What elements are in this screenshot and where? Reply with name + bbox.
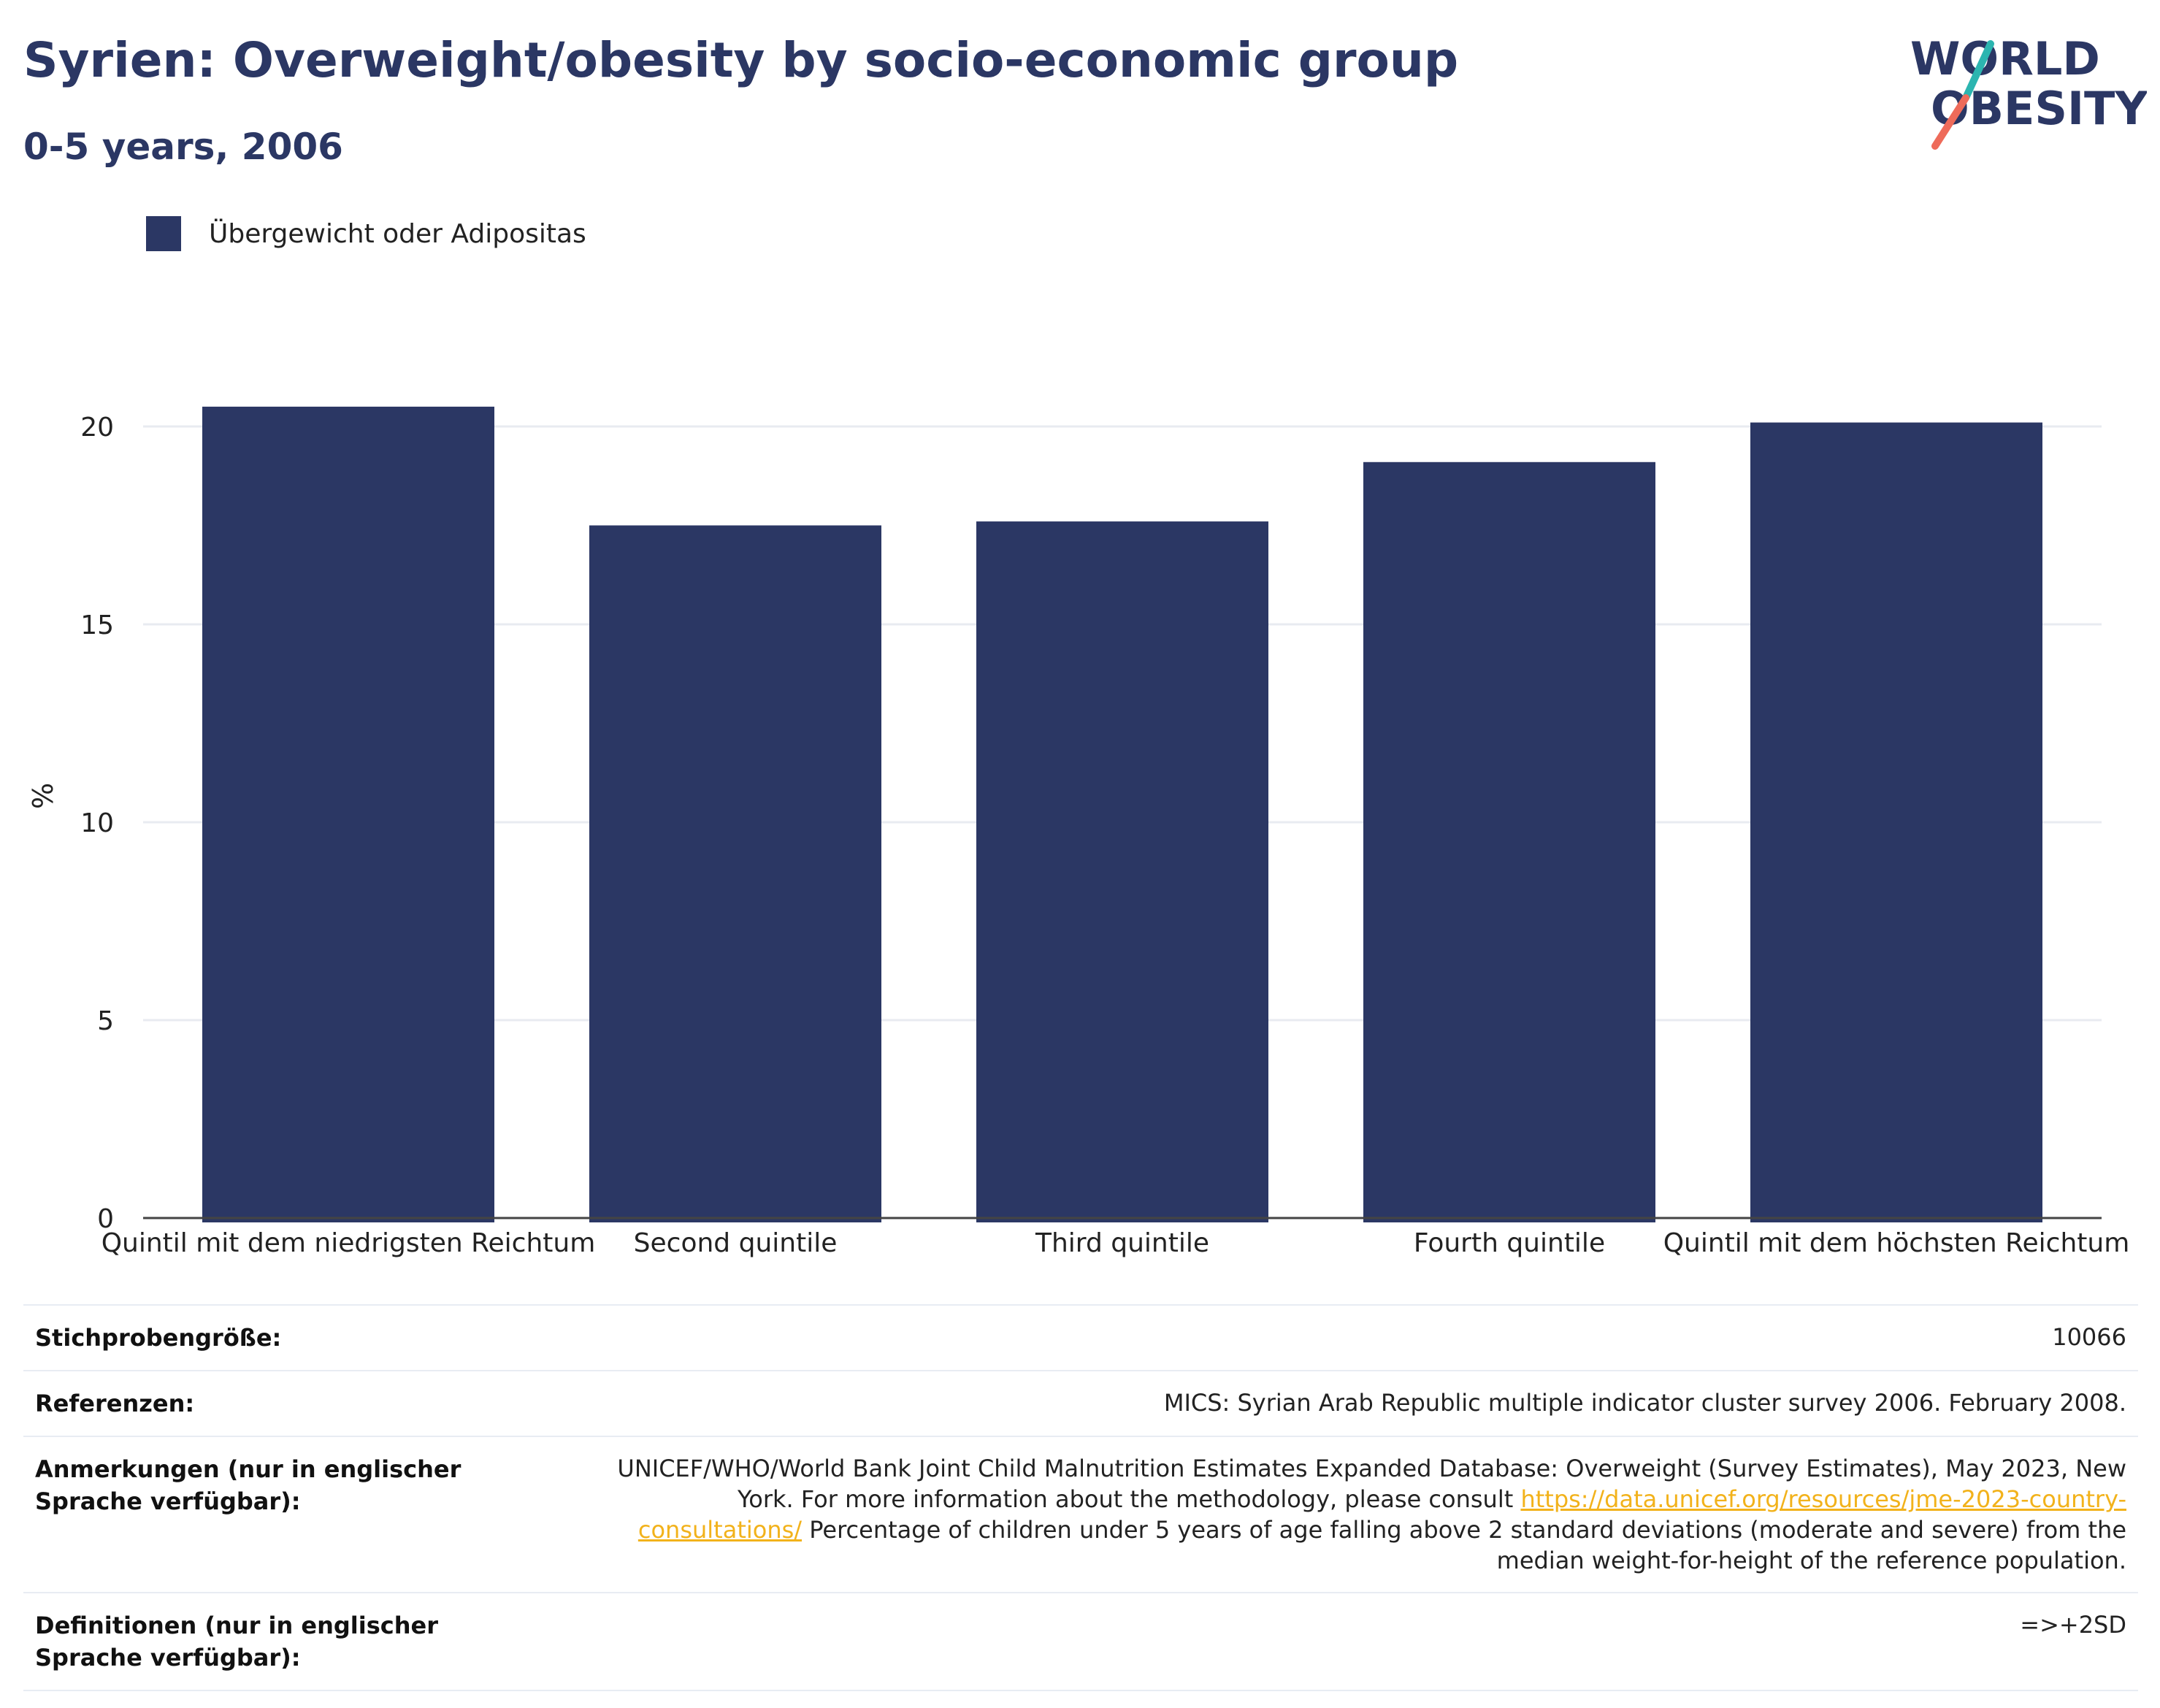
bar[interactable] (1750, 422, 2042, 1222)
legend-swatch (146, 216, 181, 251)
y-tick-labels: 0 5 10 15 20 (80, 413, 114, 1234)
bar[interactable] (202, 406, 494, 1222)
x-tick-label: Quintil mit dem höchsten Reichtum (1663, 1228, 2130, 1258)
sample-size-label: Stichprobengröße: (35, 1324, 282, 1352)
bar[interactable] (1363, 462, 1655, 1222)
world-obesity-logo: WORLD OBESITY (1910, 32, 2147, 150)
logo-slash-coral (1931, 94, 1969, 150)
notes-label: Anmerkungen (nur in englischer Sprache v… (35, 1455, 462, 1515)
chart-subtitle: 0-5 years, 2006 (23, 126, 343, 168)
x-tick-labels: Quintil mit dem niedrigsten Reichtum Seco… (102, 1228, 2130, 1258)
chart-title: Syrien: Overweight/obesity by socio-econ… (23, 32, 1459, 88)
definitions-value: =>+2SD (2020, 1611, 2126, 1639)
bar-chart: 0 5 10 15 20 Quintil mit dem niedrigsten Rei… (27, 406, 2130, 1258)
bars (202, 406, 2042, 1223)
notes-link[interactable]: https://data.unicef.org/resources/jme-20… (637, 1485, 2126, 1544)
references-row: Referenzen: MICS: Syrian Arab Republic m… (23, 1370, 2138, 1436)
y-axis-label: % (27, 783, 59, 809)
notes-text-2: Percentage of children under 5 years of … (802, 1516, 2126, 1574)
references-value: MICS: Syrian Arab Republic multiple indi… (1163, 1389, 2126, 1417)
x-tick-label: Fourth quintile (1414, 1228, 1605, 1258)
notes-row: Anmerkungen (nur in englischer Sprache v… (23, 1436, 2138, 1592)
notes-text-1: UNICEF/WHO/World Bank Joint Child Malnut… (617, 1455, 2126, 1513)
bar[interactable] (976, 521, 1268, 1222)
bar[interactable] (589, 525, 881, 1223)
sample-size-row: Stichprobengröße: 10066 (23, 1304, 2138, 1370)
y-tick-label: 15 (80, 610, 114, 640)
x-tick-label: Second quintile (634, 1228, 838, 1258)
notes-value: UNICEF/WHO/World Bank Joint Child Malnut… (578, 1453, 2126, 1576)
y-tick-label: 20 (80, 413, 114, 443)
x-tick-label: Third quintile (1035, 1228, 1209, 1258)
info-table: Stichprobengröße: 10066 Referenzen: MICS… (23, 1304, 2138, 1691)
definitions-label: Definitionen (nur in englischer Sprache … (35, 1612, 438, 1671)
y-tick-label: 10 (80, 808, 114, 838)
definitions-row: Definitionen (nur in englischer Sprache … (23, 1592, 2138, 1691)
logo-line1: WORLD (1910, 32, 2100, 85)
x-tick-label: Quintil mit dem niedrigsten Reichtum (102, 1228, 596, 1258)
legend-label: Übergewicht oder Adipositas (209, 218, 586, 249)
y-tick-label: 5 (97, 1006, 114, 1036)
references-label: Referenzen: (35, 1390, 195, 1417)
chart-legend[interactable]: Übergewicht oder Adipositas (146, 216, 586, 251)
y-tick-label: 0 (97, 1204, 114, 1234)
sample-size-value: 10066 (2052, 1323, 2126, 1351)
logo-slash-teal (1962, 40, 1994, 102)
